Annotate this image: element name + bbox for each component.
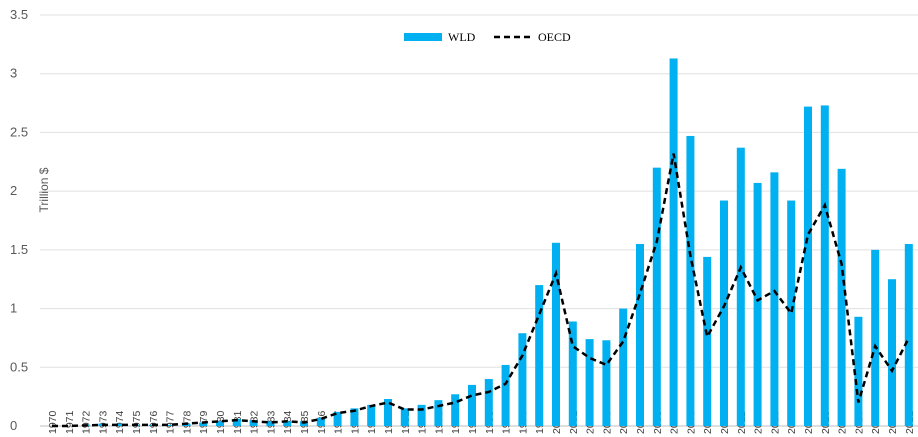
y-tick-label: 0.5 [10, 359, 28, 374]
bar [904, 243, 913, 426]
bar [787, 200, 796, 426]
bar [636, 243, 644, 426]
bar [350, 408, 359, 426]
bar [888, 279, 896, 426]
legend-label: WLD [448, 30, 476, 44]
bar [552, 242, 560, 426]
bar [669, 58, 678, 426]
bar [535, 285, 544, 426]
bar [703, 256, 712, 426]
x-tick-label: 1972 [81, 410, 93, 434]
bar [384, 398, 392, 426]
bar [316, 417, 325, 426]
bar [770, 172, 779, 426]
bar [232, 418, 241, 426]
bar [115, 423, 124, 426]
bar [249, 420, 258, 426]
bar [568, 321, 577, 426]
bar [602, 340, 611, 426]
y-tick-label: 1.5 [10, 242, 28, 257]
bar [837, 168, 846, 426]
bar [720, 200, 728, 426]
bar [804, 106, 812, 426]
bar [619, 308, 628, 426]
bar [753, 182, 762, 426]
bar [199, 422, 208, 426]
bar [820, 105, 829, 427]
legend-label: OECD [538, 30, 571, 44]
y-tick-label: 2 [10, 183, 17, 198]
y-tick-label: 3 [10, 66, 17, 81]
y-tick-label: 0 [10, 418, 17, 433]
x-tick-label: 1971 [64, 410, 76, 434]
bar [333, 411, 342, 426]
bar [417, 404, 426, 426]
bar [518, 333, 527, 426]
bar [266, 421, 275, 426]
x-tick-label: 1978 [181, 410, 193, 434]
y-tick-label: 1 [10, 301, 17, 316]
bar [451, 394, 460, 426]
bar [283, 421, 292, 426]
bar [484, 379, 493, 426]
bar [367, 404, 376, 426]
bar [468, 384, 476, 426]
bar [652, 167, 661, 426]
x-tick-label: 1973 [97, 410, 109, 434]
bar [854, 316, 863, 426]
bar [400, 408, 409, 426]
y-tick-label: 3.5 [10, 7, 28, 22]
y-tick-label: 2.5 [10, 124, 28, 139]
bar [216, 421, 224, 426]
x-tick-label: 1977 [165, 410, 177, 434]
line [52, 153, 910, 428]
bar [736, 147, 745, 427]
x-tick-label: 1974 [114, 410, 126, 434]
bar [501, 364, 510, 426]
legend-swatch [404, 33, 442, 41]
bar [165, 424, 174, 426]
x-tick-label: 1975 [131, 410, 143, 434]
bar [686, 135, 695, 427]
bar [871, 249, 880, 426]
y-axis-label: Trillion $ [37, 167, 51, 212]
bar [434, 400, 443, 426]
x-tick-label: 1970 [47, 410, 59, 434]
bar [585, 339, 594, 426]
x-tick-label: 1976 [148, 410, 160, 434]
